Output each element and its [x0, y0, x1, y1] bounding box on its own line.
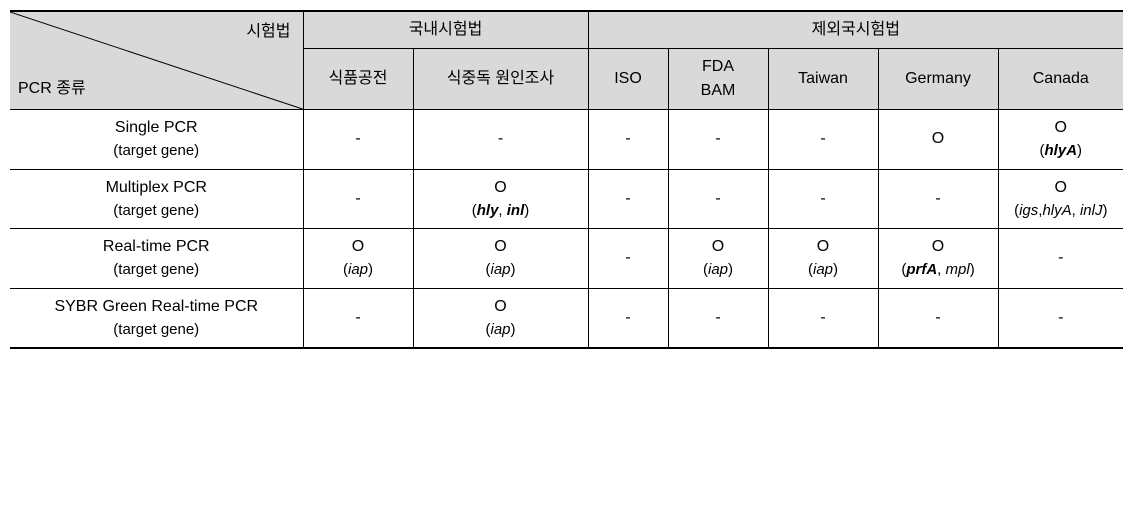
header-foreign-group: 제외국시험법 [588, 11, 1123, 49]
table-cell: O (iap) [668, 229, 768, 289]
header-domestic-group: 국내시험법 [303, 11, 588, 49]
table-cell: - [668, 288, 768, 348]
row-header: Real-time PCR (target gene) [10, 229, 303, 289]
diag-label-bottom: PCR 종류 [18, 77, 86, 101]
cell-genes: (iap) [773, 259, 874, 282]
cell-genes: (hly, inl) [418, 200, 584, 223]
table-cell: - [588, 169, 668, 229]
row-header: Single PCR (target gene) [10, 110, 303, 170]
row-name-line1: SYBR Green Real-time PCR [54, 298, 258, 315]
row-name-line1: Single PCR [115, 119, 198, 136]
cell-mark: O [494, 298, 506, 315]
table-cell: - [998, 288, 1123, 348]
cell-mark: O [1055, 119, 1067, 136]
table-cell: O (hlyA) [998, 110, 1123, 170]
cell-genes: (iap) [418, 259, 584, 282]
table-cell: - [998, 229, 1123, 289]
table-row: SYBR Green Real-time PCR(target gene)-O(… [10, 288, 1123, 348]
cell-mark: O [494, 179, 506, 196]
table-cell: O (hly, inl) [413, 169, 588, 229]
row-name-line2: (target gene) [14, 259, 299, 282]
cell-genes: (igs,hlyA, inlJ) [1003, 200, 1120, 223]
row-header: SYBR Green Real-time PCR (target gene) [10, 288, 303, 348]
diag-label-top: 시험법 [246, 20, 290, 44]
table-cell: O (iap) [768, 229, 878, 289]
header-row-1: 시험법 PCR 종류 국내시험법 제외국시험법 [10, 11, 1123, 49]
cell-genes: (iap) [673, 259, 764, 282]
cell-genes: (prfA, mpl) [883, 259, 994, 282]
row-name-line2: (target gene) [14, 319, 299, 342]
cell-mark: O [494, 238, 506, 255]
table-cell: O (igs,hlyA, inlJ) [998, 169, 1123, 229]
table-cell: - [303, 169, 413, 229]
cell-mark: O [352, 238, 364, 255]
table-cell: - [878, 169, 998, 229]
header-sub-col: Canada [998, 49, 1123, 110]
header-sub-col: ISO [588, 49, 668, 110]
table-cell: O (iap) [413, 288, 588, 348]
table-row: Single PCR(target gene)-----OO(hlyA) [10, 110, 1123, 170]
table-cell: O (iap) [303, 229, 413, 289]
cell-mark: O [712, 238, 724, 255]
row-name-line2: (target gene) [14, 140, 299, 163]
table-cell: - [588, 110, 668, 170]
table-cell: - [588, 288, 668, 348]
cell-mark: O [1055, 179, 1067, 196]
table-cell: O (iap) [413, 229, 588, 289]
table-cell: - [768, 110, 878, 170]
cell-mark: O [817, 238, 829, 255]
table-row: Multiplex PCR(target gene)-O(hly, inl)--… [10, 169, 1123, 229]
row-name-line1: Real-time PCR [103, 238, 210, 255]
cell-mark: O [932, 238, 944, 255]
table-head: 시험법 PCR 종류 국내시험법 제외국시험법 식품공전식중독 원인조사ISOF… [10, 11, 1123, 110]
cell-genes: (iap) [418, 319, 584, 342]
header-sub-col: Taiwan [768, 49, 878, 110]
row-name-line1: Multiplex PCR [106, 179, 207, 196]
table-cell: - [768, 169, 878, 229]
header-sub-col: Germany [878, 49, 998, 110]
table-cell: - [668, 110, 768, 170]
cell-genes: (iap) [308, 259, 409, 282]
row-name-line2: (target gene) [14, 200, 299, 223]
header-sub-col: 식중독 원인조사 [413, 49, 588, 110]
table-cell: - [878, 288, 998, 348]
table-row: Real-time PCR(target gene)O(iap)O(iap)-O… [10, 229, 1123, 289]
table-cell: - [303, 288, 413, 348]
table-cell: - [668, 169, 768, 229]
table-cell: O (prfA, mpl) [878, 229, 998, 289]
table-body: Single PCR(target gene)-----OO(hlyA)Mult… [10, 110, 1123, 349]
table-cell: - [303, 110, 413, 170]
header-sub-col: 식품공전 [303, 49, 413, 110]
cell-genes: (hlyA) [1003, 140, 1120, 163]
row-header: Multiplex PCR (target gene) [10, 169, 303, 229]
table-cell: - [588, 229, 668, 289]
table-cell: - [768, 288, 878, 348]
table-cell: - [413, 110, 588, 170]
table-cell: O [878, 110, 998, 170]
pcr-comparison-table: 시험법 PCR 종류 국내시험법 제외국시험법 식품공전식중독 원인조사ISOF… [10, 10, 1123, 349]
diagonal-header: 시험법 PCR 종류 [10, 11, 303, 110]
header-sub-col: FDABAM [668, 49, 768, 110]
